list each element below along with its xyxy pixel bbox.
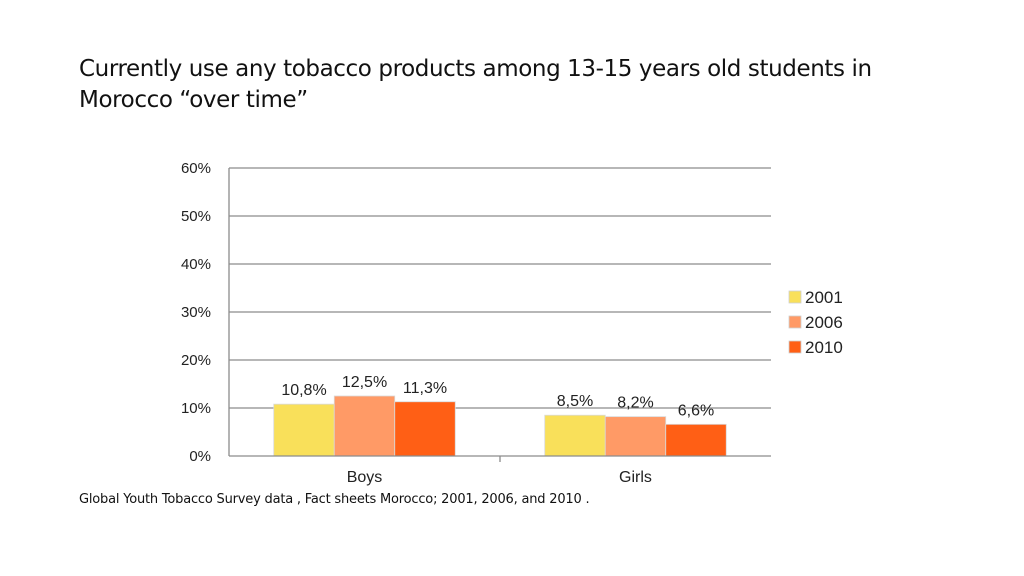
source-note: Global Youth Tobacco Survey data , Fact … (79, 492, 590, 507)
data-labels: 10,8% 12,5% 11,3% 8,5% 8,2% 6,6% (281, 374, 714, 419)
data-label-boys-2001: 10,8% (281, 382, 326, 399)
category-label-girls: Girls (619, 469, 652, 486)
bar-boys-2006 (333, 395, 396, 457)
legend: 2001 2006 2010 (788, 288, 843, 357)
legend-label-2010: 2010 (805, 338, 843, 357)
grid-lines (229, 167, 771, 409)
slide-title: Currently use any tobacco products among… (79, 56, 872, 113)
y-tick-label: 40% (181, 256, 211, 273)
data-label-girls-2001: 8,5% (557, 393, 593, 410)
bar-girls-2006 (604, 416, 667, 457)
bar-girls-2001 (544, 414, 606, 457)
bars (273, 395, 727, 457)
y-tick-label: 50% (181, 208, 211, 225)
bar-boys-2010 (394, 401, 456, 457)
data-label-boys-2006: 12,5% (342, 374, 387, 391)
data-label-girls-2010: 6,6% (678, 402, 714, 419)
y-tick-label: 0% (189, 448, 211, 465)
y-tick-label: 20% (181, 352, 211, 369)
y-tick-label: 60% (181, 160, 211, 177)
y-tick-label: 10% (181, 400, 211, 417)
bar-girls-2010 (665, 423, 727, 457)
legend-label-2001: 2001 (805, 288, 843, 307)
legend-swatch-2001 (788, 290, 802, 304)
legend-swatch-2006 (788, 315, 802, 329)
category-label-boys: Boys (347, 469, 383, 486)
data-label-girls-2006: 8,2% (617, 395, 653, 412)
legend-swatch-2010 (788, 340, 802, 354)
y-tick-label: 30% (181, 304, 211, 321)
data-label-boys-2010: 11,3% (403, 380, 447, 397)
bar-boys-2001 (273, 403, 335, 457)
legend-label-2006: 2006 (805, 313, 843, 332)
axes: 0% 10% 20% 30% 40% 50% 60% Boys Girls (181, 160, 771, 486)
